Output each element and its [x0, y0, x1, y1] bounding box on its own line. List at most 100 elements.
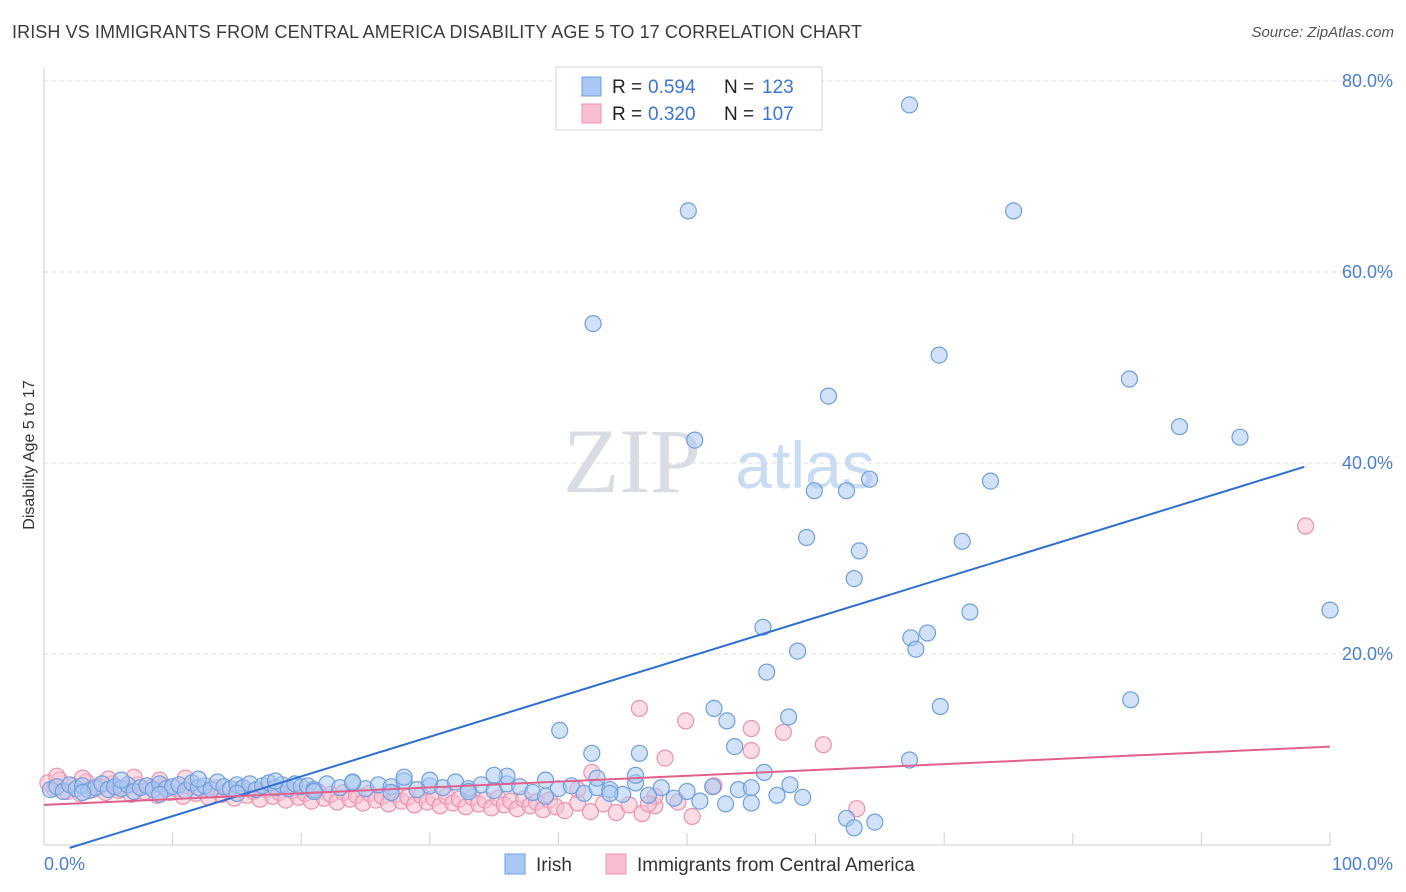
- irish-point: [1004, 202, 1023, 220]
- irish-point: [551, 721, 569, 740]
- legend: R = 0.594 N = 123 R = 0.320 N = 107: [555, 66, 823, 131]
- irish-point: [601, 784, 619, 803]
- irish-point: [718, 712, 736, 730]
- central-point: [677, 712, 695, 730]
- irish-point: [536, 787, 555, 805]
- legend-n-label: N =: [724, 77, 754, 98]
- central-point: [1296, 517, 1315, 535]
- irish-point: [754, 618, 772, 636]
- y-tick-label: 20.0%: [1342, 644, 1393, 664]
- central-point: [607, 803, 625, 822]
- irish-point: [583, 744, 601, 762]
- central-point: [814, 736, 832, 754]
- irish-point: [961, 603, 979, 621]
- irish-point: [421, 771, 439, 789]
- irish-bottom-legend-label: Irish: [536, 855, 572, 876]
- central-trend-line: [43, 745, 1331, 806]
- irish-bottom-legend-swatch: [504, 853, 526, 875]
- irish-point: [742, 779, 760, 797]
- irish-point: [860, 470, 879, 488]
- x-tick-label: 0.0%: [44, 854, 85, 874]
- irish-point: [779, 708, 798, 726]
- central-point: [581, 802, 600, 821]
- irish-point: [918, 624, 937, 642]
- irish-point: [704, 778, 722, 796]
- irish-point: [866, 813, 884, 831]
- irish-point: [1231, 428, 1249, 446]
- central-legend-swatch: [581, 103, 602, 124]
- irish-point: [382, 783, 400, 802]
- central-point: [556, 801, 574, 820]
- irish-point: [459, 782, 477, 801]
- watermark: ZIP atlas: [563, 410, 875, 512]
- watermark-zip: ZIP: [563, 410, 701, 512]
- irish-point: [837, 482, 856, 500]
- irish-points: [41, 96, 1339, 837]
- central-point: [683, 807, 701, 826]
- irish-point: [691, 792, 709, 810]
- legend-n-value: 107: [762, 104, 794, 125]
- irish-legend-swatch: [581, 76, 602, 97]
- irish-point: [819, 387, 838, 405]
- irish-point: [850, 542, 868, 560]
- irish-point: [1122, 691, 1140, 709]
- irish-point: [630, 744, 649, 762]
- irish-point: [845, 569, 863, 588]
- irish-point: [845, 819, 863, 837]
- irish-point: [930, 346, 948, 364]
- legend-n-value: 123: [762, 77, 794, 98]
- irish-point: [344, 773, 362, 791]
- irish-point: [639, 786, 658, 804]
- irish-point: [931, 697, 949, 716]
- irish-point: [797, 528, 816, 547]
- legend-n-label: N =: [724, 104, 754, 125]
- grid-lines: [44, 80, 1394, 655]
- irish-point: [805, 482, 823, 500]
- y-tick-label: 80.0%: [1342, 71, 1393, 91]
- central-point: [774, 723, 793, 741]
- legend-r-label: R =: [612, 77, 642, 98]
- axes: [43, 68, 1331, 846]
- irish-point: [588, 769, 606, 787]
- irish-point: [953, 532, 971, 550]
- central-bottom-legend-label: Immigrants from Central America: [637, 855, 915, 876]
- irish-point: [907, 640, 925, 658]
- irish-point: [900, 751, 919, 769]
- irish-point: [981, 472, 1000, 490]
- tick-labels: 20.0% 40.0% 60.0% 80.0% 0.0% 100.0%: [44, 71, 1393, 874]
- irish-point: [725, 737, 744, 756]
- irish-point: [1120, 370, 1139, 388]
- legend-r-label: R =: [612, 104, 642, 125]
- central-point: [742, 741, 760, 760]
- legend-r-value: 0.594: [648, 77, 696, 98]
- irish-point: [395, 768, 413, 786]
- y-tick-label: 40.0%: [1342, 453, 1393, 473]
- y-axis-label: Disability Age 5 to 17: [21, 380, 38, 530]
- irish-point: [151, 785, 169, 804]
- irish-point: [626, 766, 645, 784]
- irish-point: [781, 776, 799, 794]
- y-tick-label: 60.0%: [1342, 262, 1393, 282]
- irish-point: [758, 663, 776, 681]
- irish-point: [485, 766, 503, 784]
- central-point: [630, 699, 649, 718]
- central-bottom-legend-swatch: [605, 853, 627, 875]
- irish-point: [73, 783, 92, 802]
- irish-point: [1321, 601, 1339, 619]
- irish-point: [189, 770, 207, 788]
- legend-r-value: 0.320: [648, 104, 696, 125]
- irish-trend-line: [69, 465, 1305, 849]
- trend-lines: [43, 465, 1331, 849]
- irish-point: [742, 794, 760, 812]
- irish-point: [678, 782, 696, 801]
- central-point: [656, 749, 674, 767]
- irish-point: [679, 202, 697, 220]
- x-tick-label: 100.0%: [1332, 854, 1393, 874]
- irish-point: [788, 642, 807, 660]
- irish-point: [768, 786, 786, 804]
- irish-point: [584, 315, 602, 333]
- source-label: Source: ZipAtlas.com: [1251, 24, 1394, 41]
- irish-point: [652, 779, 670, 797]
- irish-point: [716, 795, 735, 813]
